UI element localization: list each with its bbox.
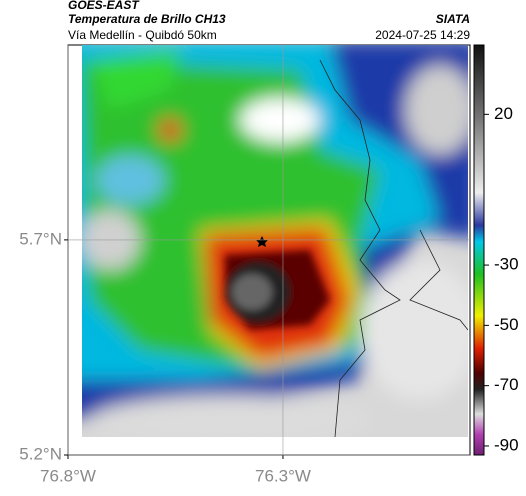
satellite-image (82, 45, 468, 437)
subtitle: Vía Medellín - Quibdó 50km (68, 28, 217, 42)
y-tick-label: 5.2°N (19, 444, 62, 463)
y-tick-label: 5.7°N (19, 229, 62, 248)
colorbar-tick-label: -30 (494, 255, 519, 274)
colorbar-tick-label: 20 (494, 104, 513, 123)
brand: SIATA (436, 12, 470, 26)
colorbar-tick-label: -70 (494, 375, 519, 394)
source: GOES-EAST (68, 0, 140, 12)
colorbar (473, 44, 485, 456)
colorbar-tick-label: -50 (494, 315, 519, 334)
x-tick-label: 76.3°W (255, 466, 311, 485)
colorbar-tick-label: -90 (494, 435, 519, 454)
x-tick-label: 76.8°W (40, 466, 96, 485)
title: Temperatura de Brillo CH13 (68, 12, 226, 26)
datetime: 2024-07-25 14:29 (375, 28, 470, 42)
